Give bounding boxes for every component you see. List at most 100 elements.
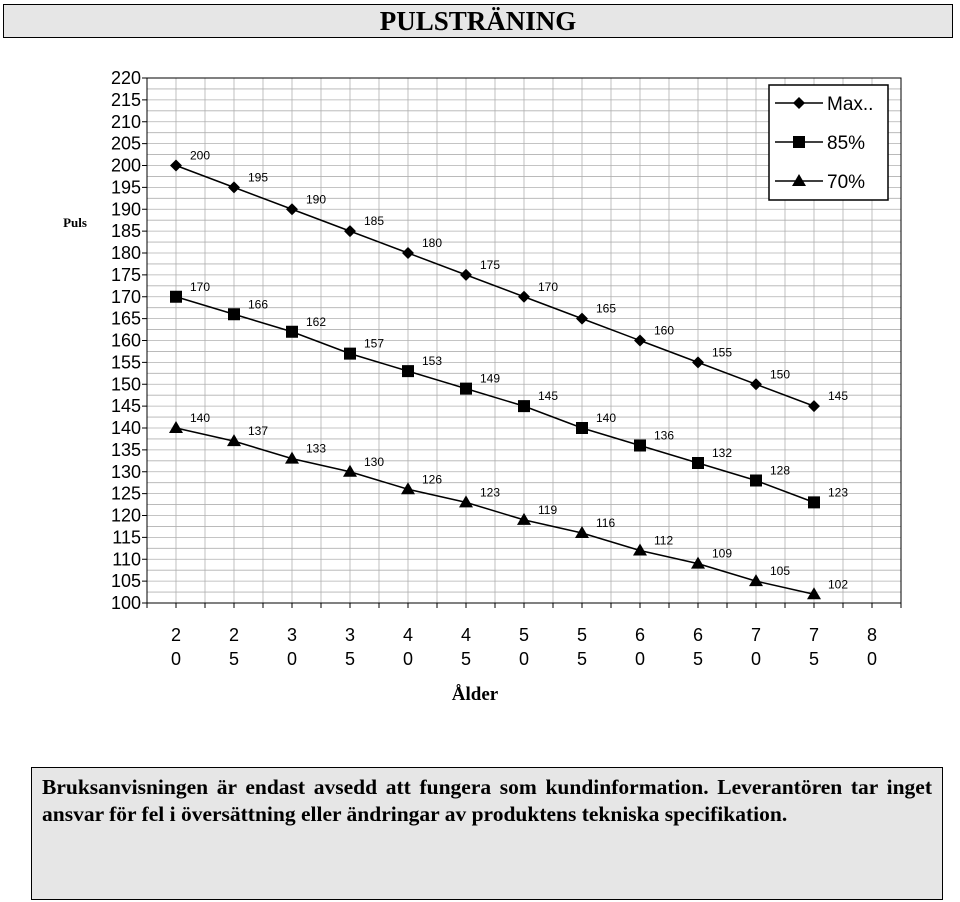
- data-point: [808, 496, 820, 509]
- data-label: 119: [538, 503, 557, 517]
- data-label: 160: [654, 324, 674, 338]
- data-point: [807, 587, 821, 600]
- page-title: PULSTRÄNING: [3, 4, 953, 38]
- data-label: 123: [480, 485, 500, 499]
- x-tick-label: 6: [635, 625, 645, 645]
- data-point: [228, 308, 240, 321]
- data-label: 109: [712, 547, 732, 561]
- data-label: 102: [828, 577, 848, 591]
- y-tick-label: 175: [111, 265, 141, 285]
- data-point: [286, 203, 298, 216]
- y-axis-title: Puls: [63, 215, 87, 230]
- data-point: [517, 512, 531, 525]
- data-label: 195: [248, 170, 268, 184]
- x-tick-label: 0: [519, 649, 529, 669]
- data-label: 145: [828, 389, 848, 403]
- y-tick-label: 140: [111, 418, 141, 438]
- data-point: [576, 422, 588, 434]
- y-tick-label: 130: [111, 462, 141, 482]
- data-label: 200: [190, 149, 210, 163]
- chart-series: [169, 159, 821, 600]
- y-tick-label: 180: [111, 243, 141, 263]
- data-label: 137: [248, 424, 268, 438]
- data-label: 133: [306, 442, 326, 456]
- series-line: [175, 296, 815, 504]
- data-label: 175: [480, 258, 500, 272]
- y-tick-label: 160: [111, 331, 141, 351]
- disclaimer-note: Bruksanvisningen är endast avsedd att fu…: [31, 767, 943, 900]
- data-label: 116: [596, 516, 615, 530]
- x-tick-label: 5: [577, 649, 587, 669]
- x-tick-label: 0: [635, 649, 645, 669]
- data-label: 112: [654, 534, 673, 548]
- data-point: [401, 482, 415, 495]
- y-tick-label: 170: [111, 287, 141, 307]
- chart-legend: Max.. 85% 70%: [768, 84, 889, 201]
- chart-axes: 1001051101151201251301351401451501551601…: [63, 68, 902, 705]
- data-point: [285, 451, 299, 464]
- x-tick-label: 3: [345, 625, 355, 645]
- data-point: [286, 325, 298, 338]
- data-label: 132: [712, 446, 732, 460]
- x-tick-label: 0: [403, 649, 413, 669]
- data-label: 149: [480, 372, 500, 386]
- data-point: [402, 365, 414, 378]
- y-tick-label: 215: [111, 90, 141, 110]
- x-tick-label: 2: [171, 625, 181, 645]
- data-point: [692, 356, 704, 369]
- y-tick-label: 155: [111, 352, 141, 372]
- x-tick-label: 5: [461, 649, 471, 669]
- y-tick-label: 135: [111, 440, 141, 460]
- data-point: [227, 434, 241, 447]
- y-tick-label: 195: [111, 177, 141, 197]
- data-point: [576, 312, 588, 325]
- data-point: [228, 181, 240, 194]
- x-tick-label: 5: [345, 649, 355, 669]
- data-point: [460, 268, 472, 281]
- data-point: [170, 159, 182, 172]
- y-tick-label: 150: [111, 374, 141, 394]
- data-label: 166: [248, 297, 268, 311]
- x-tick-label: 0: [171, 649, 181, 669]
- y-tick-label: 115: [112, 527, 141, 547]
- data-point: [169, 421, 183, 433]
- y-tick-label: 200: [111, 156, 141, 176]
- y-tick-label: 210: [111, 112, 141, 132]
- data-point: [634, 439, 646, 452]
- x-tick-label: 0: [287, 649, 297, 669]
- y-tick-label: 165: [111, 309, 141, 329]
- x-tick-label: 6: [693, 625, 703, 645]
- x-tick-label: 5: [519, 625, 529, 645]
- x-tick-label: 0: [867, 649, 877, 669]
- y-tick-label: 105: [111, 571, 141, 591]
- data-point: [749, 574, 763, 587]
- data-point: [459, 495, 473, 508]
- x-tick-label: 5: [809, 649, 819, 669]
- data-point: [460, 382, 472, 395]
- y-tick-label: 205: [111, 134, 141, 154]
- legend-marker: [793, 136, 805, 148]
- x-tick-label: 2: [229, 625, 239, 645]
- data-label: 130: [364, 455, 384, 469]
- y-tick-label: 110: [112, 549, 141, 569]
- data-point: [170, 290, 182, 303]
- data-point: [402, 247, 414, 259]
- series-line: [175, 164, 815, 407]
- y-tick-label: 145: [111, 396, 141, 416]
- x-tick-label: 8: [867, 625, 877, 645]
- series-line: [175, 427, 815, 595]
- data-label: 126: [422, 472, 442, 486]
- data-label: 170: [190, 280, 210, 294]
- data-point: [750, 378, 762, 391]
- legend-label: Max..: [827, 94, 873, 115]
- data-label: 185: [364, 214, 384, 228]
- x-tick-label: 5: [229, 649, 239, 669]
- data-label: 145: [538, 389, 558, 403]
- x-axis-title: Ålder: [452, 684, 499, 705]
- data-point: [634, 334, 646, 347]
- x-tick-label: 5: [577, 625, 587, 645]
- legend-label: 85%: [827, 133, 865, 154]
- y-tick-label: 100: [111, 593, 141, 613]
- data-label: 128: [770, 464, 790, 478]
- data-point: [575, 526, 589, 538]
